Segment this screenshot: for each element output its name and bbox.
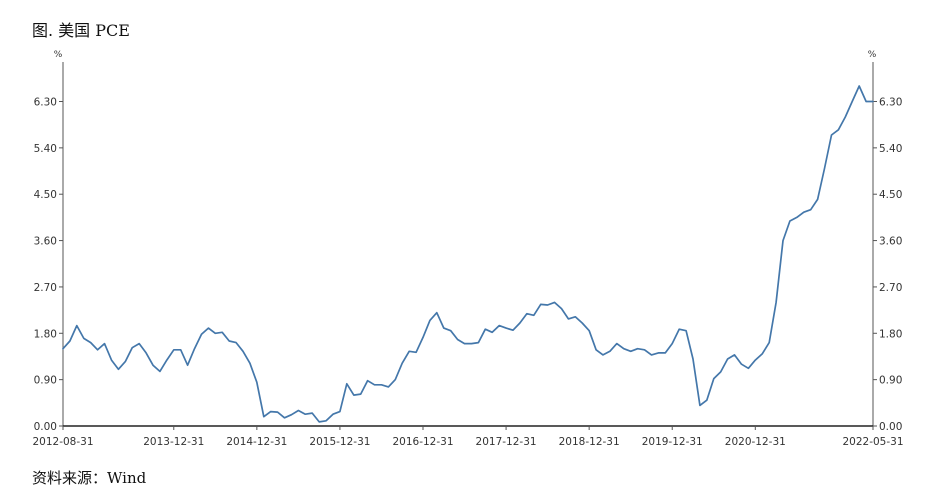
x-tick-label: 2012-08-31 xyxy=(32,436,93,448)
axes: % % 0.00 0.00 0.90 0.90 1.80 1.80 2.70 2.70 3.60 3.… xyxy=(32,50,903,448)
y-unit-left: % xyxy=(54,50,63,60)
data-source-note: 资料来源：Wind xyxy=(32,469,147,487)
y-tick-label-left: 2.70 xyxy=(34,282,57,294)
y-tick-label-right: 2.70 xyxy=(879,282,902,294)
y-tick-label-left: 1.80 xyxy=(34,328,57,340)
y-tick-label-right: 5.40 xyxy=(879,143,902,155)
y-tick-label-right: 3.60 xyxy=(879,236,902,248)
x-tick-label: 2020-12-31 xyxy=(725,436,786,448)
y-tick-label-right: 0.00 xyxy=(879,421,902,433)
x-tick-label: 2022-05-31 xyxy=(842,436,903,448)
y-tick-label-right: 6.30 xyxy=(879,97,902,109)
y-tick-label-left: 0.90 xyxy=(34,375,57,387)
y-unit-right: % xyxy=(868,50,877,60)
plot-area xyxy=(62,85,874,423)
x-tick-label: 2019-12-31 xyxy=(642,436,703,448)
pce-series-line xyxy=(62,85,874,423)
x-tick-label: 2013-12-31 xyxy=(143,436,204,448)
y-tick-label-right: 0.90 xyxy=(879,375,902,387)
chart-title: 图. 美国 PCE xyxy=(32,21,130,40)
y-tick-label-left: 3.60 xyxy=(34,236,57,248)
x-tick-label: 2017-12-31 xyxy=(476,436,537,448)
x-tick-label: 2018-12-31 xyxy=(559,436,620,448)
y-tick-label-left: 0.00 xyxy=(34,421,57,433)
x-tick-label: 2014-12-31 xyxy=(226,436,287,448)
y-tick-label-left: 6.30 xyxy=(34,97,57,109)
x-tick-label: 2016-12-31 xyxy=(392,436,453,448)
y-tick-label-right: 1.80 xyxy=(879,328,902,340)
y-tick-label-left: 5.40 xyxy=(34,143,57,155)
y-tick-label-left: 4.50 xyxy=(34,189,57,201)
y-tick-label-right: 4.50 xyxy=(879,189,902,201)
x-tick-label: 2015-12-31 xyxy=(309,436,370,448)
